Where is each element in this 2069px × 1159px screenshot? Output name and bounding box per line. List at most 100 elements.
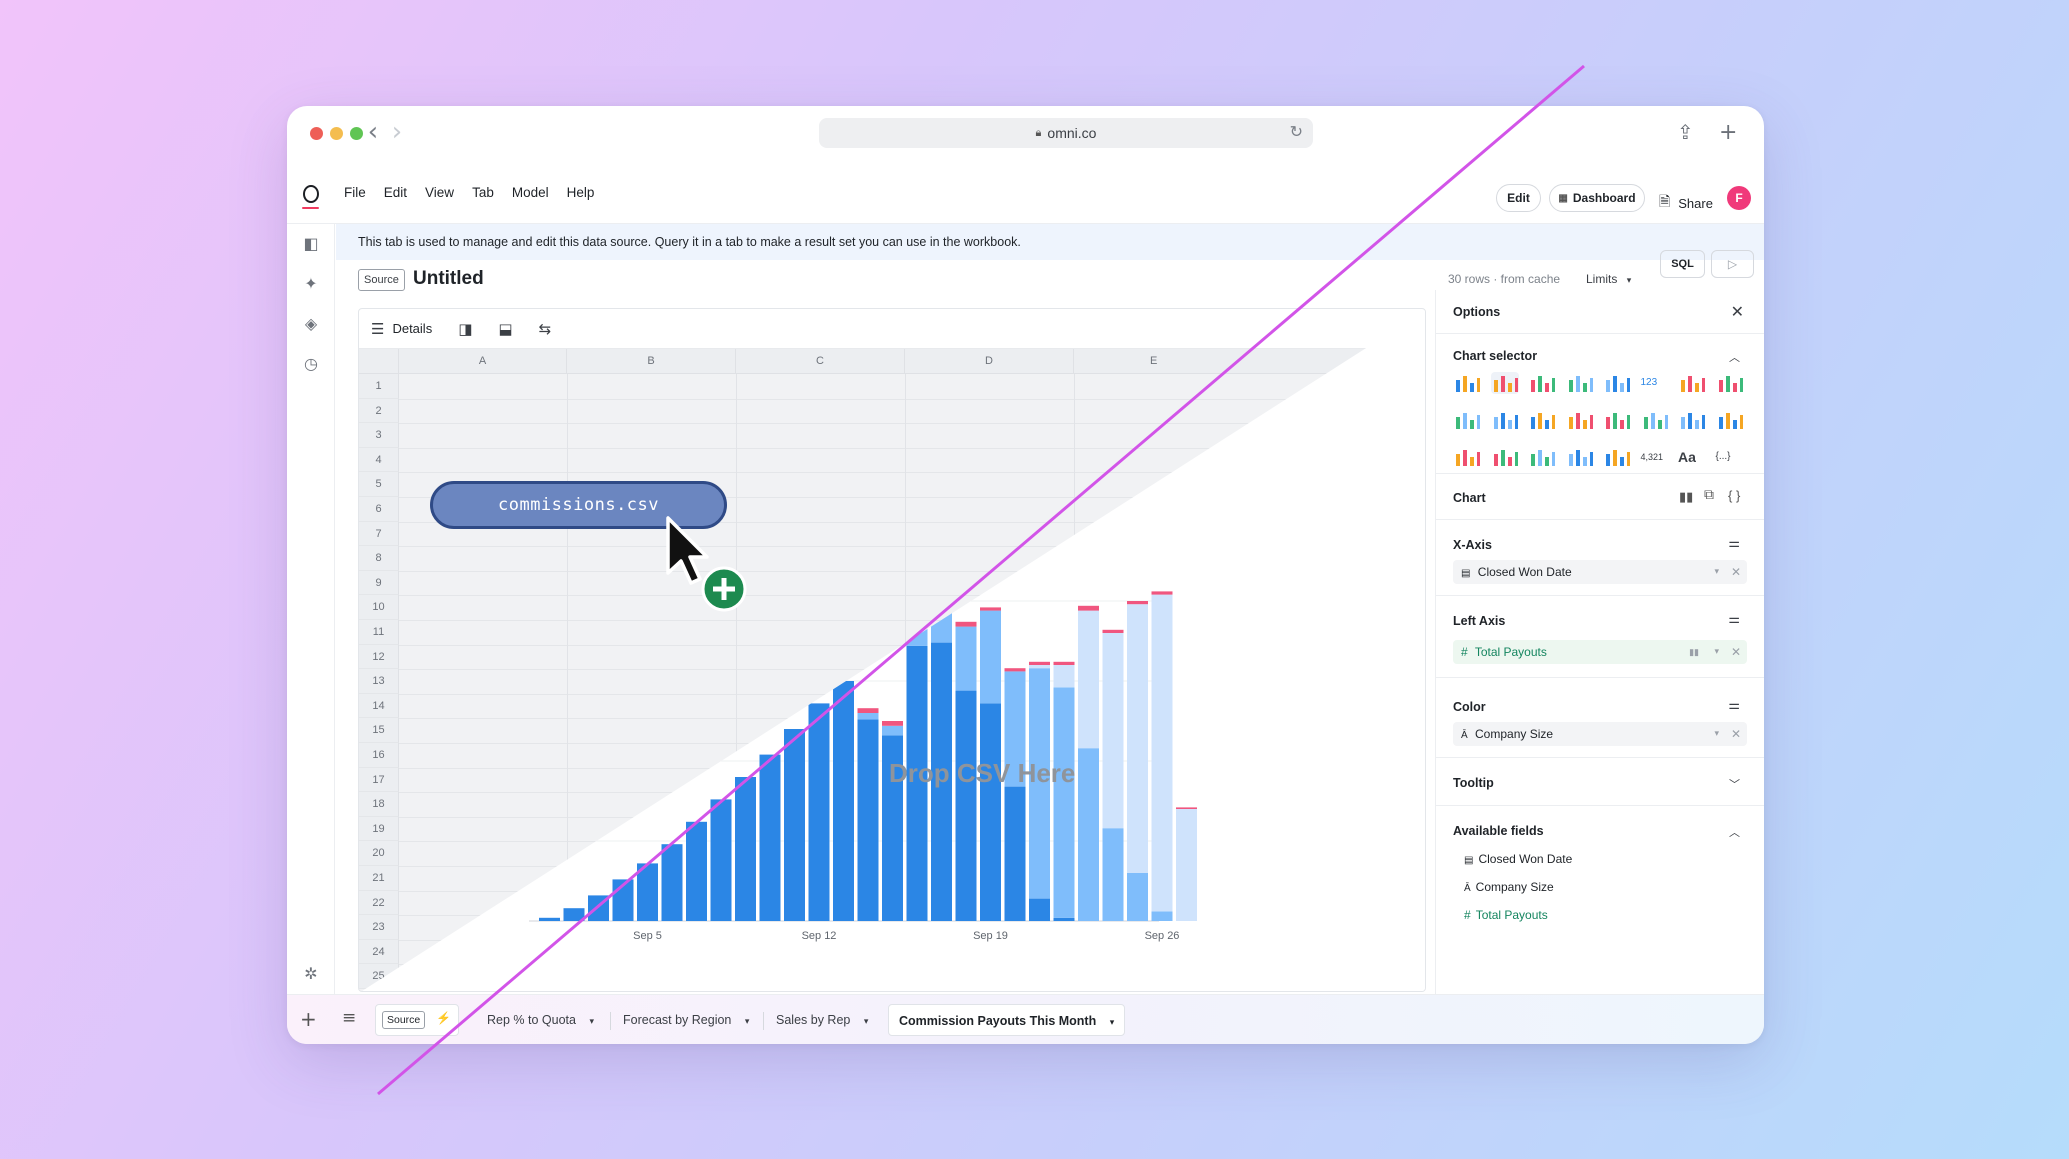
- row-header[interactable]: 21: [359, 866, 399, 891]
- chart-type-combo-icon[interactable]: [1603, 372, 1631, 394]
- run-query-button[interactable]: ▷: [1711, 250, 1754, 278]
- chart-type-bubble-icon[interactable]: [1603, 409, 1631, 431]
- bar-segment[interactable]: [857, 713, 879, 720]
- bar-segment[interactable]: [955, 621, 977, 627]
- row-header[interactable]: 4: [359, 447, 399, 473]
- chart-type-heatmap-icon[interactable]: [1716, 409, 1744, 431]
- row-header[interactable]: 24: [359, 939, 399, 965]
- row-header[interactable]: 1: [359, 374, 399, 399]
- row-header[interactable]: 11: [359, 620, 399, 645]
- bar-segment[interactable]: [980, 703, 1001, 921]
- dashboard-button[interactable]: ▦ Dashboard: [1549, 184, 1645, 212]
- row-header[interactable]: 17: [359, 767, 399, 793]
- bar-segment[interactable]: [980, 610, 1001, 704]
- bar-segment[interactable]: [1053, 661, 1075, 665]
- bar-segment[interactable]: [1029, 661, 1050, 665]
- column-header-d[interactable]: D: [905, 349, 1074, 374]
- tab-source[interactable]: Source ⚡: [375, 1004, 459, 1036]
- chart-type-map-icon[interactable]: [1678, 372, 1706, 394]
- bar-segment[interactable]: [1053, 687, 1075, 918]
- bar-segment[interactable]: [1127, 604, 1148, 873]
- row-header[interactable]: 12: [359, 644, 399, 670]
- sliders-icon[interactable]: ⚌: [1728, 536, 1740, 551]
- swap-layout-icon[interactable]: ⇆: [538, 319, 552, 338]
- bar-mini-icon[interactable]: ▮▮: [1689, 647, 1699, 657]
- bottom-panel-icon[interactable]: ⬓: [498, 319, 513, 338]
- minimize-window-dot[interactable]: [330, 127, 343, 140]
- bar-segment[interactable]: [637, 863, 658, 921]
- row-header[interactable]: 10: [359, 595, 399, 620]
- bar-segment[interactable]: [857, 719, 879, 921]
- chart-type-code-icon[interactable]: {...}: [1716, 446, 1744, 468]
- back-arrow-icon[interactable]: ‹: [367, 117, 379, 147]
- bar-segment[interactable]: [661, 844, 683, 921]
- history-icon[interactable]: ◷: [304, 354, 318, 373]
- sidebar-toggle-icon[interactable]: ◧: [303, 234, 319, 253]
- bar-segment[interactable]: [1102, 633, 1124, 829]
- row-header[interactable]: 3: [359, 423, 399, 448]
- bar-segment[interactable]: [1004, 786, 1026, 921]
- menu-edit[interactable]: Edit: [383, 185, 408, 200]
- sliders-icon[interactable]: ⚌: [1728, 698, 1740, 713]
- row-header[interactable]: 5: [359, 472, 399, 497]
- reload-icon[interactable]: ↻: [1289, 122, 1303, 141]
- details-button[interactable]: ☰ Details: [371, 320, 432, 338]
- chart-type-bar-icon[interactable]: [1453, 372, 1481, 394]
- row-header[interactable]: 20: [359, 841, 399, 866]
- debug-bug-icon[interactable]: ✲: [304, 964, 318, 983]
- row-header[interactable]: 23: [359, 915, 399, 940]
- close-window-dot[interactable]: [310, 127, 323, 140]
- row-header[interactable]: 7: [359, 521, 399, 547]
- column-header-c[interactable]: C: [736, 349, 905, 374]
- bar-segment[interactable]: [784, 729, 805, 921]
- menu-model[interactable]: Model: [511, 185, 549, 200]
- available-field-date[interactable]: ▤ Closed Won Date: [1464, 852, 1572, 866]
- chart-type-box-plot-icon[interactable]: [1566, 446, 1594, 468]
- bar-segment[interactable]: [955, 626, 977, 691]
- tab-commission-payouts[interactable]: Commission Payouts This Month ▾: [888, 1004, 1126, 1036]
- row-header[interactable]: 2: [359, 398, 399, 424]
- row-header[interactable]: 16: [359, 743, 399, 768]
- side-panel-icon[interactable]: ◨: [458, 319, 473, 338]
- bar-chart-icon[interactable]: ▮▮: [1679, 489, 1694, 504]
- forward-arrow-icon[interactable]: ›: [391, 117, 403, 147]
- bar-segment[interactable]: [1004, 668, 1026, 672]
- limits-dropdown[interactable]: Limits ▾: [1586, 261, 1631, 298]
- row-header[interactable]: 19: [359, 816, 399, 842]
- bar-segment[interactable]: [857, 708, 879, 713]
- menu-view[interactable]: View: [425, 185, 455, 200]
- tabs-menu-icon[interactable]: ≡: [342, 1008, 357, 1028]
- menu-help[interactable]: Help: [566, 185, 595, 200]
- bar-segment[interactable]: [1078, 748, 1099, 921]
- chart-type-pie-icon[interactable]: [1453, 446, 1481, 468]
- sliders-icon[interactable]: ⚌: [1728, 612, 1740, 627]
- bar-segment[interactable]: [563, 908, 585, 921]
- bar-segment[interactable]: [1053, 917, 1075, 921]
- chart-type-stacked-bar-icon[interactable]: [1490, 372, 1519, 394]
- tab-rep-quota[interactable]: Rep % to Quota ▾: [487, 1004, 594, 1036]
- bar-segment[interactable]: [1151, 911, 1173, 921]
- maximize-window-dot[interactable]: [350, 127, 363, 140]
- share-button[interactable]: 🗎︎ Share: [1659, 191, 1713, 215]
- menu-tab[interactable]: Tab: [472, 185, 494, 200]
- bar-segment[interactable]: [1102, 828, 1124, 921]
- ai-sparkle-icon[interactable]: ✦: [304, 274, 318, 293]
- chevron-down-icon[interactable]: ▾: [1714, 729, 1719, 739]
- code-braces-icon[interactable]: { }: [1728, 488, 1741, 503]
- chart-type-line-icon[interactable]: [1566, 372, 1594, 394]
- row-header[interactable]: 18: [359, 792, 399, 817]
- row-header[interactable]: 15: [359, 718, 399, 743]
- chevron-down-icon[interactable]: ▾: [1714, 567, 1719, 577]
- row-header[interactable]: 22: [359, 890, 399, 916]
- omni-logo[interactable]: [302, 185, 319, 209]
- bar-segment[interactable]: [1176, 809, 1197, 921]
- chevron-down-icon[interactable]: ﹀: [1729, 778, 1740, 791]
- layers-icon[interactable]: ◈: [304, 314, 318, 333]
- bar-segment[interactable]: [1127, 601, 1148, 605]
- bar-segment[interactable]: [1127, 873, 1148, 921]
- bar-segment[interactable]: [980, 607, 1001, 611]
- tab-forecast-region[interactable]: Forecast by Region ▾: [623, 1004, 749, 1036]
- add-tab-plus-icon[interactable]: +: [300, 1007, 317, 1031]
- left-axis-field[interactable]: # Total Payouts ▮▮ ▾ ✕: [1453, 640, 1747, 664]
- chart-type-grouped-bar-grid-icon[interactable]: [1528, 372, 1556, 394]
